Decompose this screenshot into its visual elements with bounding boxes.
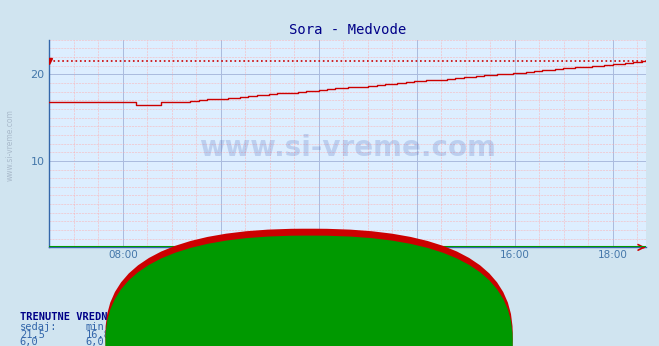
Text: Sora - Medvode: Sora - Medvode [303,322,391,333]
Text: 21,5: 21,5 [20,330,45,340]
Text: maks.:: maks.: [217,322,255,333]
Text: zadnjih 12ur / 5 minut.: zadnjih 12ur / 5 minut. [252,281,407,291]
Text: www.si-vreme.com: www.si-vreme.com [199,134,496,162]
Text: 16,8: 16,8 [86,330,111,340]
Text: povpr.:: povpr.: [152,322,195,333]
Text: Slovenija / reke in morje.: Slovenija / reke in morje. [242,264,417,274]
Text: min.:: min.: [86,322,117,333]
Text: 6,0: 6,0 [217,337,236,346]
Text: sedaj:: sedaj: [20,322,57,333]
Text: 6,0: 6,0 [20,337,38,346]
Text: 18,9: 18,9 [152,330,177,340]
Text: www.si-vreme.com: www.si-vreme.com [5,109,14,181]
Text: TRENUTNE VREDNOSTI (polna črta):: TRENUTNE VREDNOSTI (polna črta): [20,311,219,322]
Text: 21,5: 21,5 [217,330,243,340]
Text: 6,0: 6,0 [86,337,104,346]
Text: pretok[m3/s]: pretok[m3/s] [320,337,395,346]
Text: 6,0: 6,0 [152,337,170,346]
Text: temperatura[C]: temperatura[C] [320,330,408,340]
Text: Meritve: povprečne  Enote: metrične  Črta: maksimum: Meritve: povprečne Enote: metrične Črta:… [158,296,501,308]
Title: Sora - Medvode: Sora - Medvode [289,23,406,37]
